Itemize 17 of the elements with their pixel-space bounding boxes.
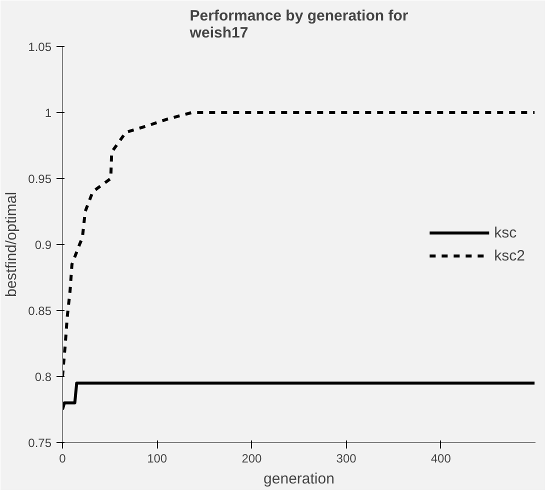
- x-tick-label: 300: [336, 452, 357, 466]
- y-tick-label: 0.75: [28, 436, 52, 450]
- y-tick-label: 1: [44, 106, 52, 120]
- x-tick-label: 100: [147, 452, 168, 466]
- y-tick-label: 0.8: [34, 370, 52, 384]
- x-tick-label: 200: [242, 452, 262, 466]
- y-axis-title: bestfind/optimal: [3, 192, 20, 298]
- legend-label: ksc: [494, 224, 517, 241]
- x-tick-label: 400: [430, 452, 452, 466]
- legend-label: ksc2: [494, 247, 525, 264]
- y-tick-label: 0.95: [28, 172, 52, 186]
- y-tick-label: 0.85: [28, 304, 52, 318]
- x-axis-title: generation: [264, 470, 334, 488]
- y-tick-label: 0.9: [34, 238, 52, 252]
- y-tick-label: 1.05: [28, 40, 52, 54]
- x-tick-label: 0: [59, 452, 66, 466]
- chart-title: Performance by generation for weish17: [188, 8, 408, 42]
